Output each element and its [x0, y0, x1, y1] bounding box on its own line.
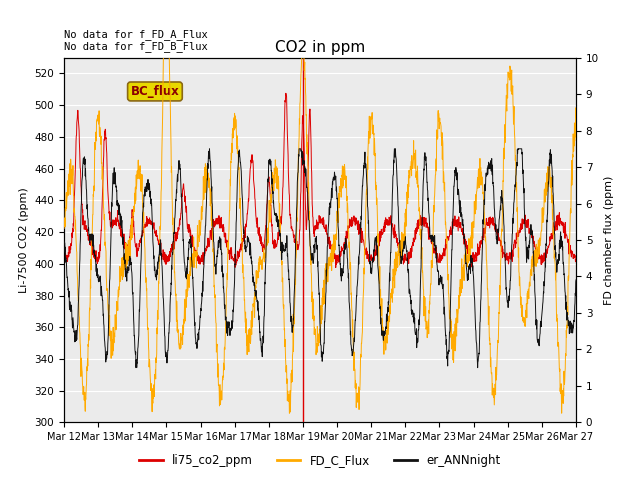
Y-axis label: Li-7500 CO2 (ppm): Li-7500 CO2 (ppm) [19, 187, 29, 293]
Legend: li75_co2_ppm, FD_C_Flux, er_ANNnight: li75_co2_ppm, FD_C_Flux, er_ANNnight [134, 449, 506, 472]
Text: No data for f_FD_A_Flux
No data for f_FD_B_Flux: No data for f_FD_A_Flux No data for f_FD… [64, 29, 208, 52]
Y-axis label: FD chamber flux (ppm): FD chamber flux (ppm) [604, 175, 614, 305]
Text: BC_flux: BC_flux [131, 85, 179, 98]
Title: CO2 in ppm: CO2 in ppm [275, 40, 365, 55]
